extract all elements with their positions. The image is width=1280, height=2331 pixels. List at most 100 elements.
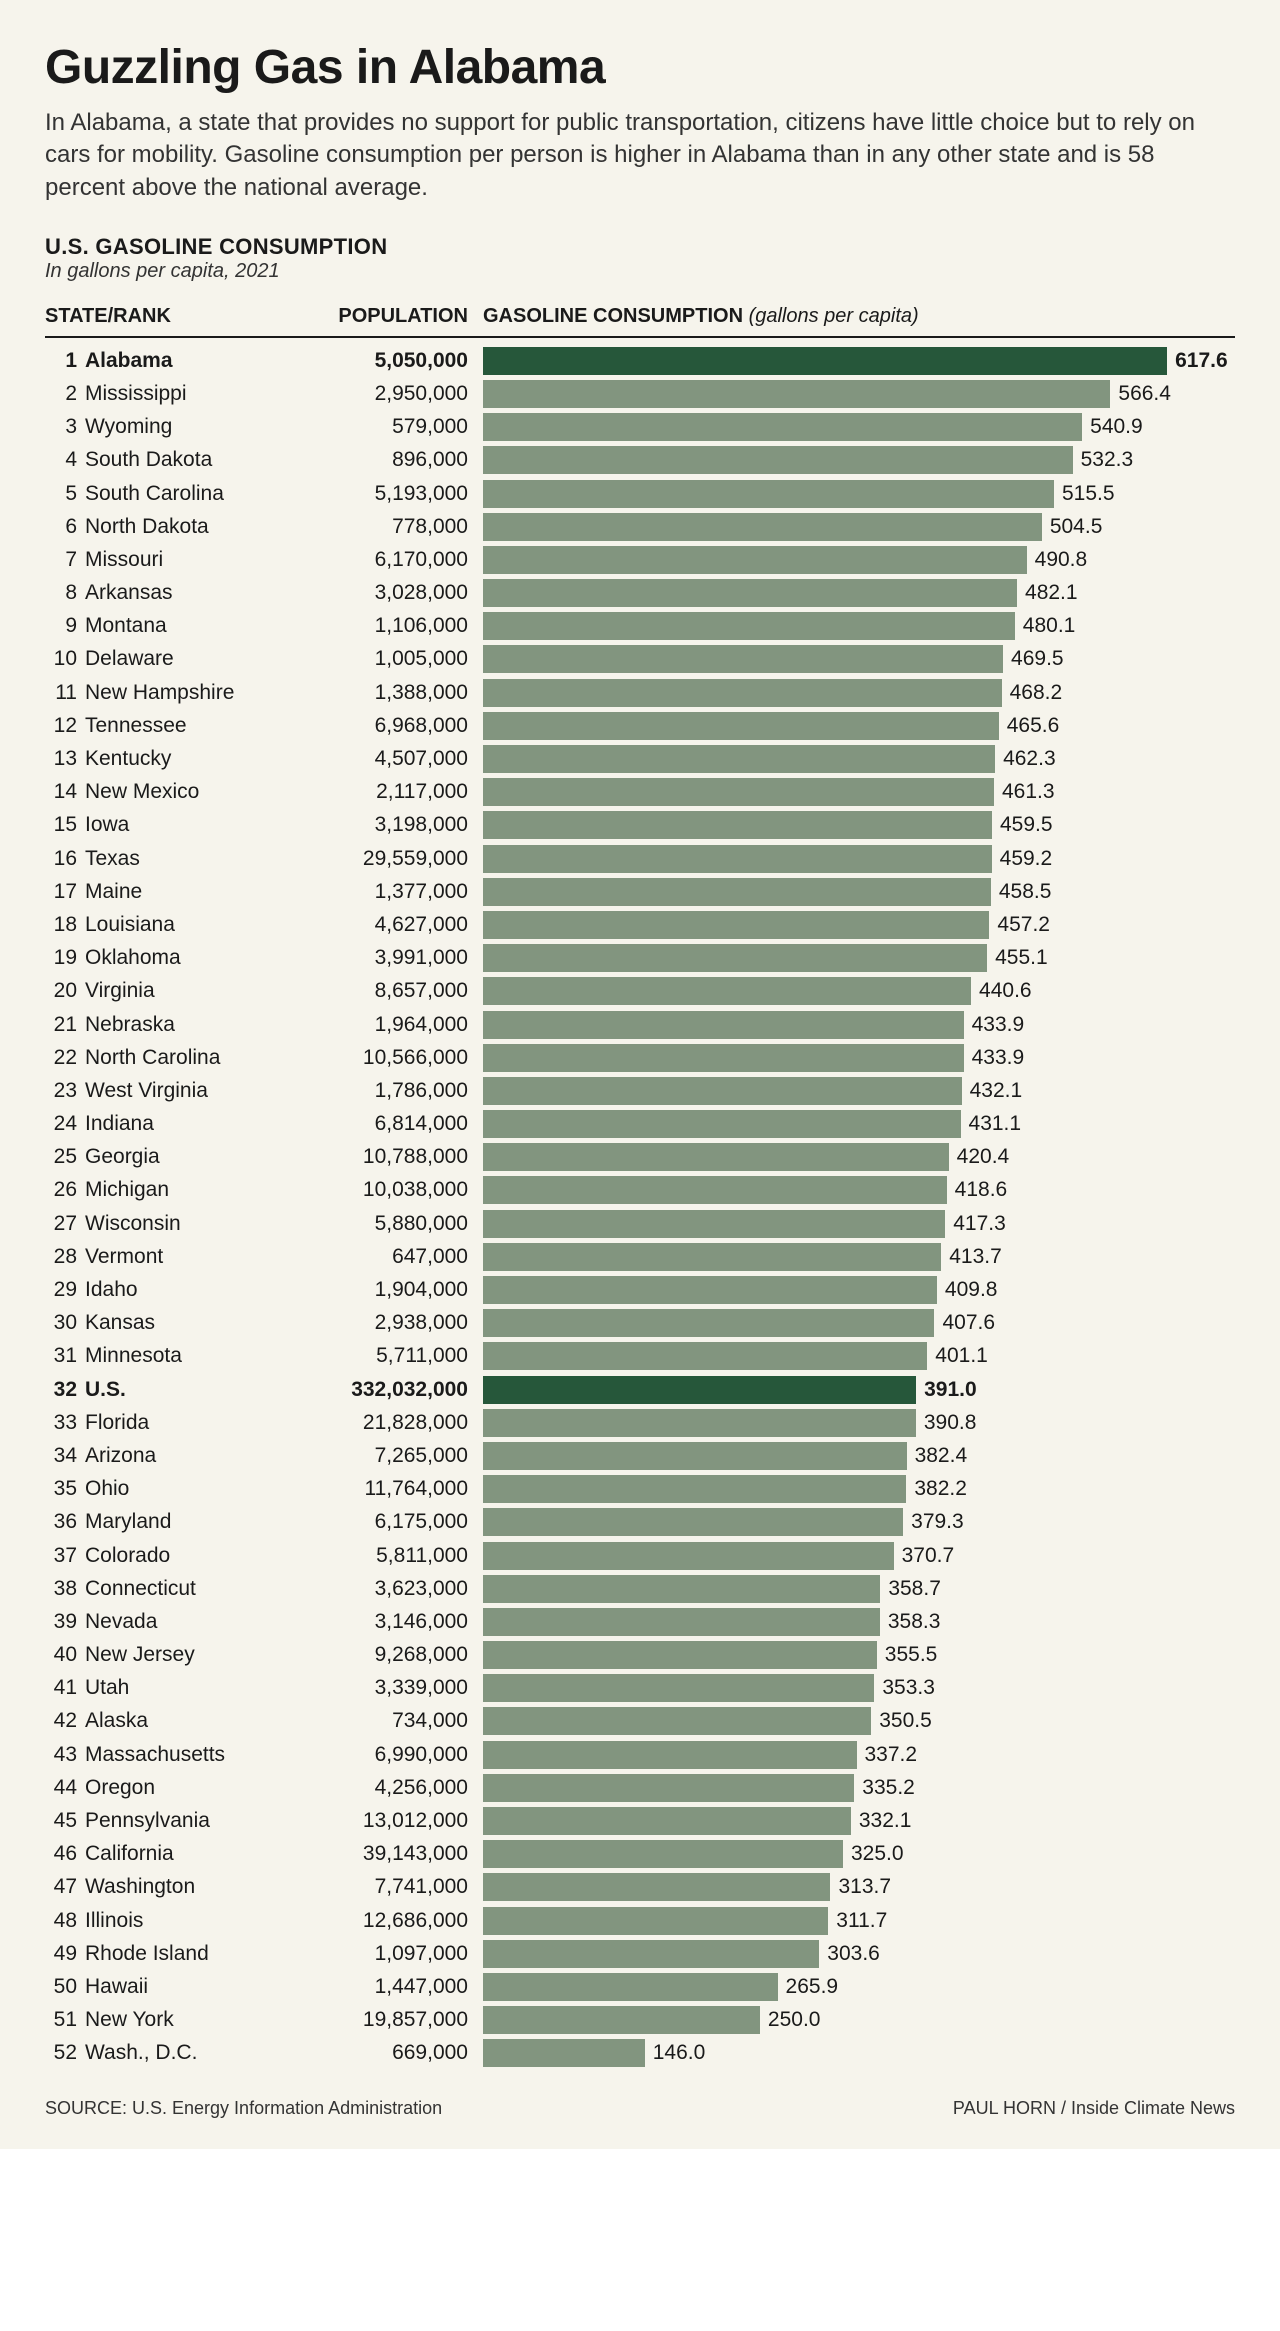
- rank-cell: 3: [45, 415, 85, 439]
- consumption-bar: [483, 1608, 880, 1636]
- table-row: 46California39,143,000325.0: [45, 1838, 1235, 1871]
- population-cell: 3,623,000: [313, 1577, 483, 1601]
- bar-value-label: 370.7: [894, 1544, 955, 1568]
- state-cell: Indiana: [85, 1112, 313, 1136]
- rank-cell: 44: [45, 1776, 85, 1800]
- bar-value-label: 417.3: [945, 1212, 1006, 1236]
- rank-cell: 36: [45, 1510, 85, 1534]
- bar-value-label: 482.1: [1017, 581, 1078, 605]
- state-cell: Oklahoma: [85, 946, 313, 970]
- population-cell: 5,811,000: [313, 1544, 483, 1568]
- rank-cell: 30: [45, 1311, 85, 1335]
- table-row: 2Mississippi2,950,000566.4: [45, 377, 1235, 410]
- table-row: 50Hawaii1,447,000265.9: [45, 1970, 1235, 2003]
- column-headers: STATE/RANK POPULATION GASOLINE CONSUMPTI…: [45, 305, 1235, 338]
- state-cell: Washington: [85, 1875, 313, 1899]
- population-cell: 6,814,000: [313, 1112, 483, 1136]
- bar-value-label: 432.1: [962, 1079, 1023, 1103]
- bar-cell: 461.3: [483, 776, 1235, 809]
- table-row: 43Massachusetts6,990,000337.2: [45, 1738, 1235, 1771]
- state-cell: Colorado: [85, 1544, 313, 1568]
- bar-value-label: 465.6: [999, 714, 1060, 738]
- source-label: SOURCE: U.S. Energy Information Administ…: [45, 2098, 442, 2119]
- table-row: 18Louisiana4,627,000457.2: [45, 908, 1235, 941]
- bar-value-label: 532.3: [1073, 448, 1134, 472]
- table-row: 49Rhode Island1,097,000303.6: [45, 1937, 1235, 1970]
- bar-cell: 532.3: [483, 444, 1235, 477]
- rank-cell: 18: [45, 913, 85, 937]
- bar-value-label: 433.9: [964, 1013, 1025, 1037]
- rank-cell: 14: [45, 780, 85, 804]
- rank-cell: 26: [45, 1178, 85, 1202]
- state-cell: Michigan: [85, 1178, 313, 1202]
- col-header-population: POPULATION: [313, 305, 483, 328]
- population-cell: 3,991,000: [313, 946, 483, 970]
- section-subtitle: In gallons per capita, 2021: [45, 260, 1235, 283]
- state-cell: Kentucky: [85, 747, 313, 771]
- bar-cell: 332.1: [483, 1804, 1235, 1837]
- table-row: 26Michigan10,038,000418.6: [45, 1174, 1235, 1207]
- rank-cell: 29: [45, 1278, 85, 1302]
- state-cell: Nevada: [85, 1610, 313, 1634]
- state-cell: New Jersey: [85, 1643, 313, 1667]
- rank-cell: 12: [45, 714, 85, 738]
- bar-cell: 370.7: [483, 1539, 1235, 1572]
- population-cell: 778,000: [313, 515, 483, 539]
- state-cell: Idaho: [85, 1278, 313, 1302]
- consumption-bar: [483, 1674, 874, 1702]
- bar-value-label: 303.6: [819, 1942, 880, 1966]
- consumption-bar: [483, 2039, 645, 2067]
- rank-cell: 48: [45, 1909, 85, 1933]
- state-cell: North Dakota: [85, 515, 313, 539]
- consumption-bar: [483, 645, 1003, 673]
- rank-cell: 13: [45, 747, 85, 771]
- rank-cell: 42: [45, 1709, 85, 1733]
- table-row: 11New Hampshire1,388,000468.2: [45, 676, 1235, 709]
- table-row: 24Indiana6,814,000431.1: [45, 1107, 1235, 1140]
- bar-cell: 358.7: [483, 1572, 1235, 1605]
- population-cell: 29,559,000: [313, 847, 483, 871]
- population-cell: 669,000: [313, 2041, 483, 2065]
- population-cell: 10,788,000: [313, 1145, 483, 1169]
- bar-value-label: 337.2: [857, 1743, 918, 1767]
- table-row: 19Oklahoma3,991,000455.1: [45, 942, 1235, 975]
- state-cell: Massachusetts: [85, 1743, 313, 1767]
- rank-cell: 32: [45, 1378, 85, 1402]
- bar-cell: 480.1: [483, 610, 1235, 643]
- rank-cell: 8: [45, 581, 85, 605]
- consumption-bar: [483, 712, 999, 740]
- consumption-bar: [483, 579, 1017, 607]
- state-cell: South Dakota: [85, 448, 313, 472]
- rank-cell: 23: [45, 1079, 85, 1103]
- population-cell: 1,447,000: [313, 1975, 483, 1999]
- consumption-bar: [483, 1508, 903, 1536]
- table-row: 12Tennessee6,968,000465.6: [45, 709, 1235, 742]
- bar-cell: 417.3: [483, 1207, 1235, 1240]
- population-cell: 6,175,000: [313, 1510, 483, 1534]
- bar-cell: 350.5: [483, 1705, 1235, 1738]
- consumption-bar: [483, 1973, 778, 2001]
- bar-cell: 457.2: [483, 908, 1235, 941]
- table-row: 31Minnesota5,711,000401.1: [45, 1340, 1235, 1373]
- table-row: 13Kentucky4,507,000462.3: [45, 742, 1235, 775]
- rank-cell: 5: [45, 482, 85, 506]
- rank-cell: 24: [45, 1112, 85, 1136]
- population-cell: 13,012,000: [313, 1809, 483, 1833]
- state-cell: Wisconsin: [85, 1212, 313, 1236]
- state-cell: California: [85, 1842, 313, 1866]
- consumption-bar: [483, 811, 992, 839]
- state-cell: Connecticut: [85, 1577, 313, 1601]
- bar-value-label: 358.7: [880, 1577, 941, 1601]
- bar-cell: 413.7: [483, 1240, 1235, 1273]
- table-row: 35Ohio11,764,000382.2: [45, 1473, 1235, 1506]
- consumption-bar: [483, 878, 991, 906]
- table-row: 52Wash., D.C.669,000146.0: [45, 2037, 1235, 2070]
- population-cell: 1,377,000: [313, 880, 483, 904]
- bar-cell: 382.2: [483, 1473, 1235, 1506]
- population-cell: 579,000: [313, 415, 483, 439]
- rank-cell: 7: [45, 548, 85, 572]
- table-row: 16Texas29,559,000459.2: [45, 842, 1235, 875]
- table-row: 21Nebraska1,964,000433.9: [45, 1008, 1235, 1041]
- consumption-bar: [483, 977, 971, 1005]
- table-row: 15Iowa3,198,000459.5: [45, 809, 1235, 842]
